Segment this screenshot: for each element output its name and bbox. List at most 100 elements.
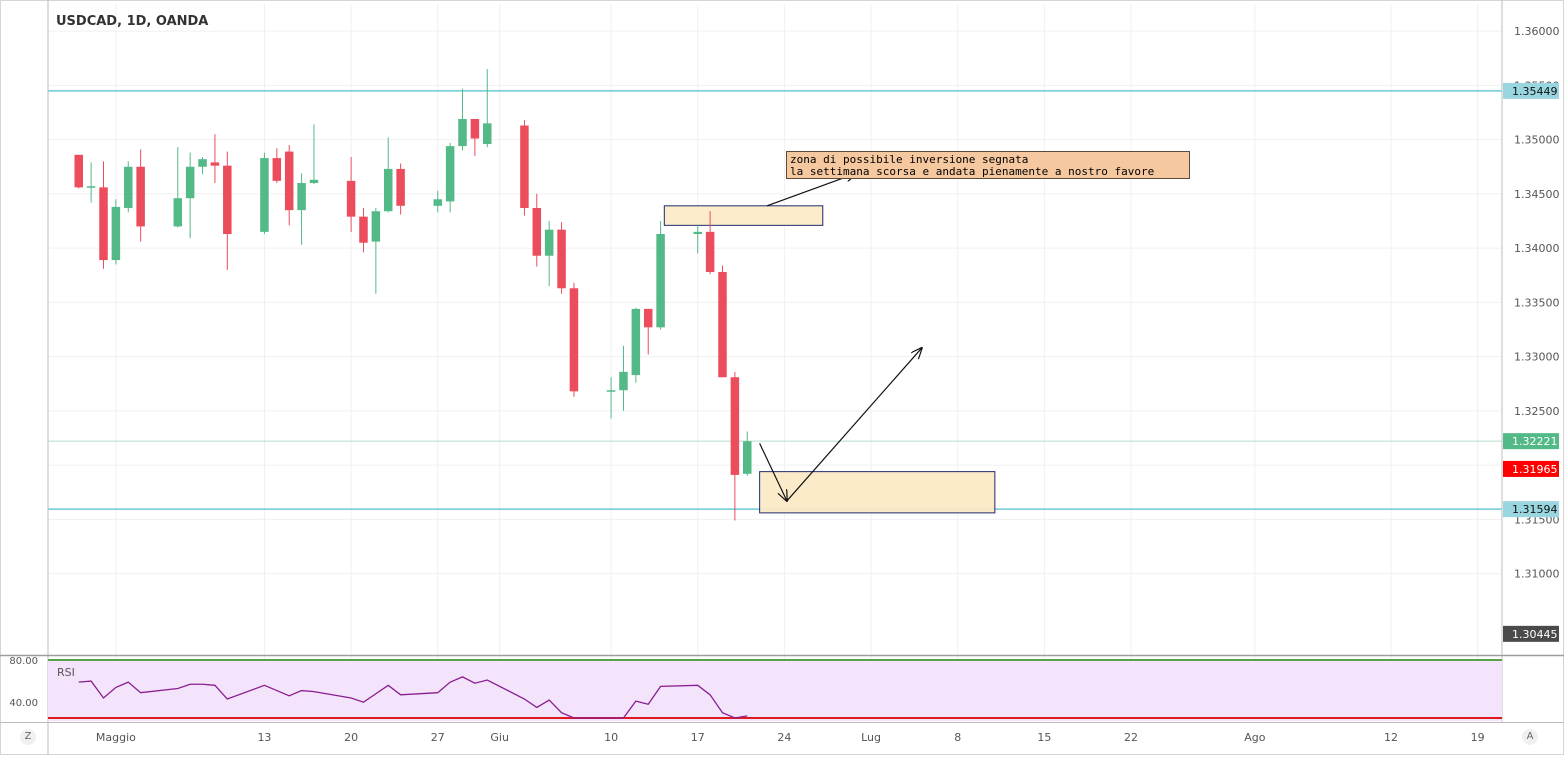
rsi-label: RSI bbox=[57, 666, 75, 679]
candle-body bbox=[359, 216, 368, 243]
price-tag bbox=[1503, 433, 1559, 450]
candle-body bbox=[346, 180, 356, 217]
horizontal-lines[interactable] bbox=[48, 90, 1502, 510]
candle-body bbox=[705, 231, 715, 272]
price-tag bbox=[1503, 460, 1559, 477]
x-tick-label: 17 bbox=[691, 731, 705, 744]
rsi-pane: 80.00 40.00 bbox=[9, 656, 1502, 722]
candle-body bbox=[371, 211, 381, 242]
y-tick-label: 1.35000 bbox=[1514, 134, 1560, 147]
candle-body bbox=[483, 123, 492, 144]
x-tick-label: Ago bbox=[1244, 731, 1266, 744]
candle-body bbox=[272, 158, 282, 181]
candle-body bbox=[569, 288, 579, 392]
x-tick-label: 20 bbox=[344, 731, 358, 744]
y-tick-label: 1.36000 bbox=[1514, 25, 1560, 38]
x-tick-label: 10 bbox=[604, 731, 618, 744]
candle-body bbox=[396, 168, 405, 206]
annotation-line-1: zona di possibile inversione segnata bbox=[790, 153, 1029, 166]
candle-body bbox=[260, 158, 269, 232]
zones[interactable] bbox=[663, 205, 996, 514]
x-tick-label: Maggio bbox=[96, 731, 136, 744]
candle-body bbox=[544, 229, 554, 256]
candle-body bbox=[124, 166, 133, 208]
candle-body bbox=[631, 308, 641, 376]
candle-body bbox=[99, 187, 108, 261]
x-tick-label: Lug bbox=[861, 731, 881, 744]
candle-body bbox=[470, 119, 480, 139]
price-tag-label: 1.31594 bbox=[1512, 503, 1558, 516]
candle-body bbox=[74, 154, 83, 188]
candle-body bbox=[433, 199, 443, 206]
trend-arrow[interactable] bbox=[759, 443, 787, 501]
x-tick-label: 27 bbox=[431, 731, 445, 744]
price-tag bbox=[1503, 501, 1559, 518]
candle-body bbox=[383, 168, 393, 212]
time-axis: Maggio 13 20 27 Giu 10 17 24 Lug 8 15 22 Ago 12 19 bbox=[96, 731, 1485, 744]
y-tick-label: 1.33500 bbox=[1514, 296, 1560, 309]
x-tick-label: 12 bbox=[1384, 731, 1398, 744]
x-tick-label: 22 bbox=[1124, 731, 1138, 744]
annotation-textbox[interactable]: zona di possibile inversione segnata la … bbox=[786, 151, 1190, 179]
price-tag-label: 1.30445 bbox=[1512, 628, 1558, 641]
x-tick-label: 19 bbox=[1471, 731, 1485, 744]
price-tag-label: 1.32221 bbox=[1512, 435, 1558, 448]
candle-body bbox=[223, 165, 232, 235]
candle-body bbox=[173, 198, 183, 227]
rsi-tick-label: 40.00 bbox=[9, 698, 38, 709]
y-tick-label: 1.34500 bbox=[1514, 188, 1560, 201]
candle-body bbox=[557, 229, 566, 289]
price-tags: 1.35449 1.31594 1.32221 1.31965 1.30445 bbox=[1503, 82, 1559, 642]
candle-body bbox=[606, 390, 616, 392]
candle-body bbox=[656, 234, 665, 328]
candle-body bbox=[532, 207, 542, 256]
rsi-tick-label: 80.00 bbox=[9, 656, 38, 667]
candle-body bbox=[458, 119, 467, 147]
y-tick-label: 1.32500 bbox=[1514, 405, 1560, 418]
timezone-button[interactable]: Z bbox=[20, 729, 36, 745]
y-tick-label: 1.31000 bbox=[1514, 568, 1560, 581]
price-tag bbox=[1503, 625, 1559, 642]
x-tick-label: 15 bbox=[1037, 731, 1051, 744]
y-tick-label: 1.33000 bbox=[1514, 351, 1560, 364]
candle-body bbox=[284, 151, 294, 211]
price-tag bbox=[1503, 82, 1559, 99]
candle-body bbox=[693, 231, 702, 235]
candle-body bbox=[718, 271, 727, 378]
candle-body bbox=[619, 371, 628, 391]
candle-body bbox=[185, 166, 195, 199]
candle-body bbox=[198, 159, 207, 167]
price-tag-label: 1.31965 bbox=[1512, 463, 1558, 476]
candle-body bbox=[136, 166, 145, 227]
candle-body bbox=[111, 206, 121, 261]
annotation-line-2: la settimana scorsa e andata pienamente … bbox=[790, 165, 1155, 178]
grid bbox=[48, 4, 1502, 722]
x-tick-label: 13 bbox=[257, 731, 271, 744]
x-tick-label: 24 bbox=[777, 731, 791, 744]
candle-body bbox=[309, 179, 319, 184]
x-tick-label: Giu bbox=[490, 731, 509, 744]
price-tag-label: 1.35449 bbox=[1512, 85, 1558, 98]
candles bbox=[74, 69, 752, 521]
trend-arrow[interactable] bbox=[786, 348, 922, 502]
candle-body bbox=[520, 125, 529, 208]
candle-body bbox=[210, 162, 220, 166]
reversal-zone[interactable] bbox=[663, 205, 824, 226]
candle-body bbox=[86, 186, 96, 188]
candle-body bbox=[743, 441, 752, 474]
candle-body bbox=[445, 146, 455, 202]
candle-body bbox=[297, 183, 306, 211]
rsi-band bbox=[48, 660, 1502, 722]
reversal-zone[interactable] bbox=[759, 471, 996, 514]
y-tick-label: 1.34000 bbox=[1514, 242, 1560, 255]
rsi-line bbox=[78, 676, 748, 719]
chart-title: USDCAD, 1D, OANDA bbox=[56, 14, 209, 29]
x-tick-label: 8 bbox=[954, 731, 961, 744]
auto-scale-button[interactable]: A bbox=[1522, 729, 1538, 745]
candle-body bbox=[730, 377, 740, 475]
candle-body bbox=[643, 308, 653, 328]
